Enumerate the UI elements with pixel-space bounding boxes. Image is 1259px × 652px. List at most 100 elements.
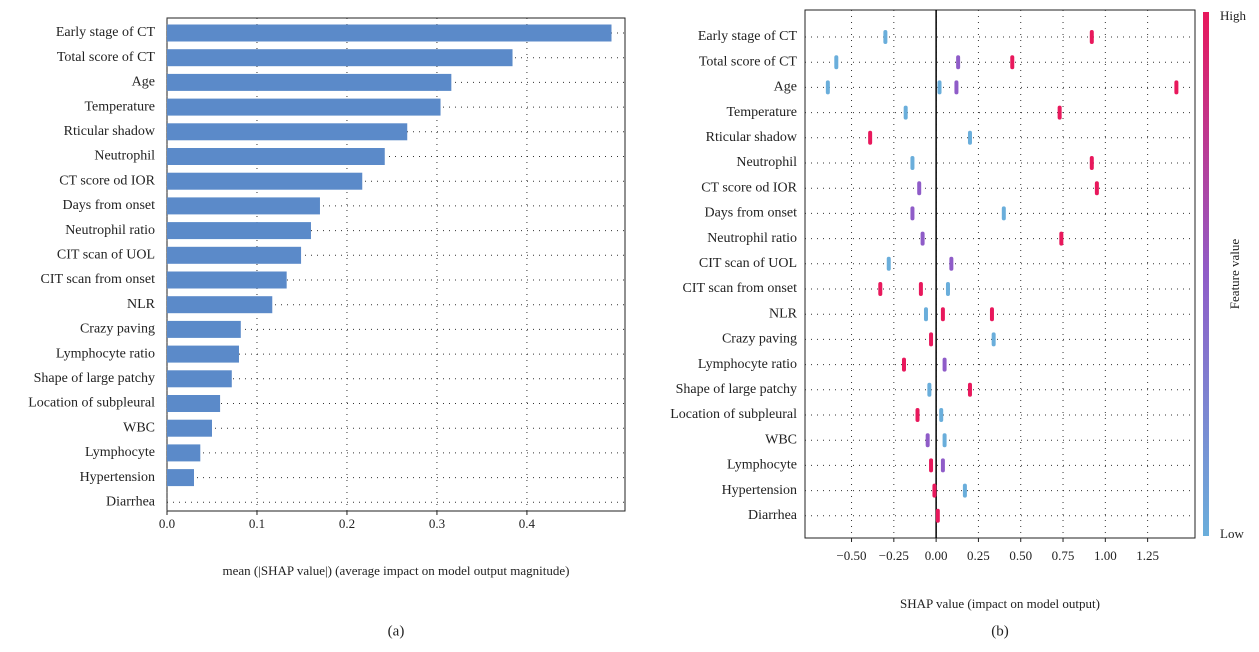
y-tick-label: Crazy paving (722, 332, 797, 347)
y-tick-label: CT score od IOR (701, 180, 797, 195)
y-tick-label: Lymphocyte (727, 458, 797, 473)
x-tick-label: −0.25 (879, 548, 909, 563)
y-tick-label: Lymphocyte ratio (698, 357, 797, 372)
y-tick-label: CIT scan from onset (41, 272, 156, 287)
shap-point (929, 332, 934, 347)
bar (167, 419, 212, 437)
colorbar-label: Feature value (1227, 239, 1242, 310)
y-tick-label: Diarrhea (748, 508, 798, 523)
shap-point (1010, 55, 1015, 70)
shap-point (954, 80, 959, 95)
y-tick-label: WBC (765, 432, 797, 447)
bar (167, 320, 241, 338)
y-tick-label: Total score of CT (699, 54, 798, 69)
y-tick-label: Location of subpleural (670, 407, 797, 422)
bar (167, 246, 302, 264)
plot-frame (804, 9, 1196, 539)
shap-point (942, 433, 947, 448)
y-tick-label: Crazy paving (80, 322, 155, 337)
caption: (b) (991, 623, 1009, 639)
shap-point (910, 156, 915, 170)
x-tick-label: 0.0 (159, 516, 175, 531)
y-tick-label: Temperature (726, 105, 797, 120)
y-tick-label: Neutrophil (94, 149, 155, 164)
bar (167, 395, 221, 412)
x-tick-label: 0.50 (1009, 548, 1032, 563)
shap-point (886, 256, 891, 271)
shap-point (937, 80, 942, 95)
shap-point (956, 55, 961, 70)
shap-point (1059, 231, 1064, 246)
bar (167, 123, 408, 141)
bar (167, 345, 239, 363)
y-tick-label: CIT scan of UOL (699, 256, 797, 271)
shap-point (945, 282, 950, 296)
y-tick-label: NLR (127, 297, 156, 312)
shap-point (929, 458, 934, 473)
y-tick-label: CIT scan from onset (683, 281, 798, 296)
y-tick-label: WBC (123, 420, 155, 435)
y-tick-label: Age (774, 80, 797, 95)
x-axis-label: SHAP value (impact on model output) (900, 596, 1100, 611)
shap-point (917, 181, 922, 196)
bar (167, 197, 320, 215)
bar (167, 222, 311, 240)
x-tick-label: −0.50 (836, 548, 866, 563)
y-tick-label: CT score od IOR (59, 173, 155, 188)
bar (167, 469, 194, 487)
y-tick-label: NLR (769, 306, 798, 321)
x-tick-label: 0.3 (429, 516, 445, 531)
shap-point (910, 206, 915, 221)
shap-point (903, 105, 908, 120)
bar (167, 172, 363, 190)
shap-point (962, 483, 967, 498)
x-tick-label: 0.00 (925, 548, 948, 563)
shap-point (915, 408, 920, 422)
shap-point (991, 332, 996, 347)
y-tick-label: Total score of CT (57, 50, 156, 65)
y-tick-label: Location of subpleural (28, 396, 155, 411)
shap-point (1094, 181, 1099, 196)
y-tick-label: Lymphocyte (85, 445, 155, 460)
x-tick-label: 0.2 (339, 516, 355, 531)
y-tick-label: Shape of large patchy (676, 382, 797, 397)
shap-point (1174, 80, 1179, 95)
shap-point (940, 307, 945, 322)
shap-point (923, 307, 928, 322)
bar (167, 271, 287, 289)
colorbar (1203, 12, 1209, 536)
plot-frame (166, 17, 626, 512)
x-tick-label: 0.1 (249, 516, 265, 531)
shap-point (1001, 206, 1006, 221)
shap-point (868, 130, 873, 145)
y-tick-label: Lymphocyte ratio (56, 346, 155, 361)
y-tick-label: Rticular shadow (64, 124, 156, 139)
shap-point (1089, 156, 1094, 170)
shap-point (925, 433, 930, 448)
shap-point (901, 357, 906, 372)
y-tick-label: Rticular shadow (706, 130, 798, 145)
shap-point (989, 307, 994, 322)
bar (167, 24, 612, 42)
shap-point (942, 357, 947, 372)
y-tick-label: Days from onset (704, 206, 797, 221)
bar (167, 49, 513, 67)
shap-point (932, 483, 937, 498)
shap-point (1089, 30, 1094, 44)
bar (167, 148, 385, 165)
y-tick-label: Shape of large patchy (34, 371, 155, 386)
caption: (a) (388, 623, 405, 639)
shap-point (927, 382, 932, 397)
shap-point (918, 282, 923, 296)
x-axis-label: mean (|SHAP value|) (average impact on m… (223, 563, 570, 578)
y-tick-label: Early stage of CT (698, 29, 798, 44)
shap-point (834, 55, 839, 70)
shap-point (967, 130, 972, 145)
shap-point (1057, 105, 1062, 120)
y-tick-label: Neutrophil ratio (707, 231, 797, 246)
colorbar-high: High (1220, 8, 1247, 23)
shap-point (967, 382, 972, 397)
shap-point (920, 231, 925, 246)
x-tick-label: 0.4 (519, 516, 536, 531)
